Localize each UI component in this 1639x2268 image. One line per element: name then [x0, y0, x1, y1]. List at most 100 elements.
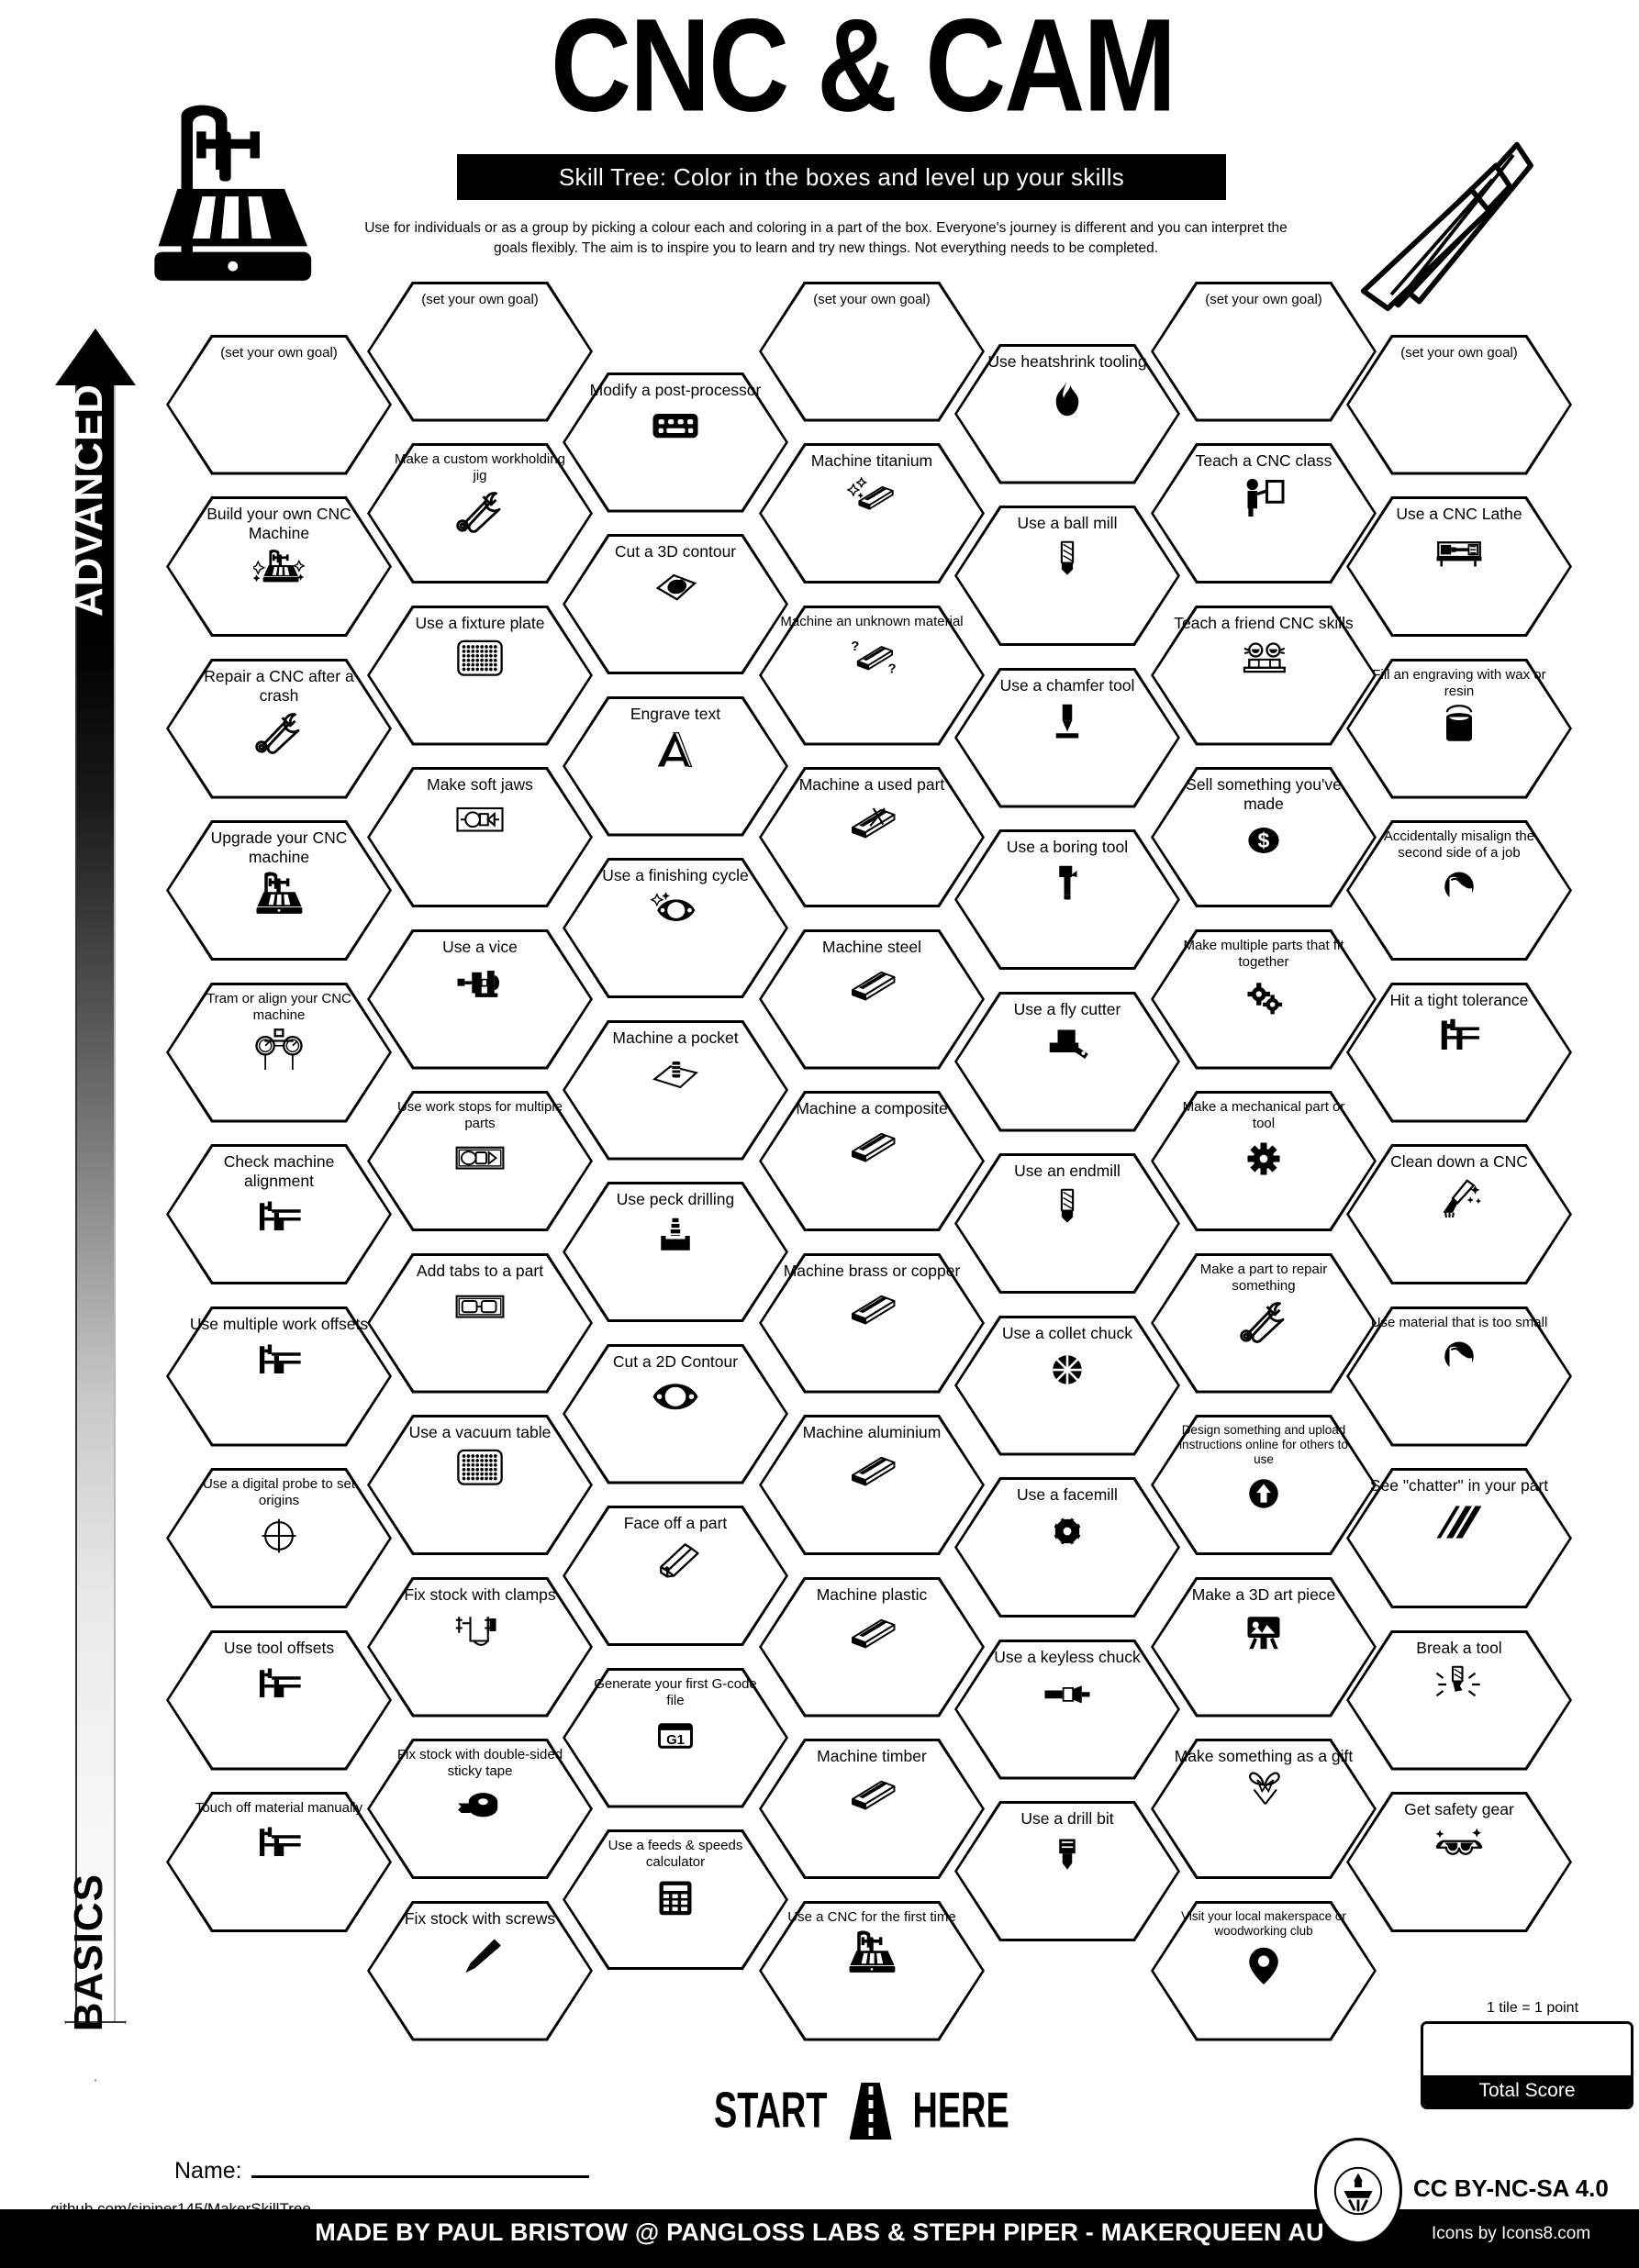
skill-tile[interactable]: Modify a post-processor [563, 372, 788, 513]
hex-fill[interactable] [762, 1418, 982, 1552]
skill-tile[interactable]: Use a fly cutter [954, 991, 1180, 1132]
name-input-line[interactable] [251, 2175, 589, 2178]
skill-tile[interactable]: Cut a 3D contour [563, 534, 788, 674]
hex-fill[interactable] [370, 1094, 590, 1228]
skill-tile[interactable]: Fill an engraving with wax or resin [1346, 658, 1572, 799]
hex-fill[interactable] [1349, 1147, 1569, 1282]
skill-tile[interactable]: Use tool offsets [166, 1629, 392, 1771]
hex-fill[interactable] [957, 1641, 1177, 1777]
skill-tile[interactable]: Fix stock with clamps [367, 1576, 593, 1718]
hex-fill[interactable] [1349, 984, 1569, 1120]
skill-tile[interactable]: Repair a CNC after a crash [166, 658, 392, 799]
skill-tile[interactable]: Touch off material manually [166, 1792, 392, 1932]
skill-tile[interactable]: Teach a CNC class [1151, 443, 1377, 584]
skill-tile[interactable]: Use a feeds & speeds calculator [563, 1829, 788, 1970]
skill-tile[interactable]: Use a chamfer tool [954, 667, 1180, 808]
hex-fill[interactable] [565, 537, 786, 672]
hex-fill[interactable] [370, 1255, 590, 1391]
skill-tile[interactable]: Use a CNC for the first time [759, 1900, 985, 2041]
hex-fill[interactable] [762, 770, 982, 905]
hex-fill[interactable] [370, 770, 590, 905]
score-entry-area[interactable] [1423, 2024, 1631, 2075]
skill-tile[interactable]: Use an endmill [954, 1153, 1180, 1294]
skill-tile[interactable]: See "chatter" in your part [1346, 1468, 1572, 1608]
skill-tile[interactable]: Use a collet chuck [954, 1315, 1180, 1456]
hex-fill[interactable] [565, 1022, 786, 1158]
skill-tile[interactable]: (set your own goal) [759, 281, 985, 422]
skill-tile[interactable]: Machine a used part [759, 767, 985, 907]
skill-tile[interactable]: Use material that is too small [1346, 1306, 1572, 1447]
skill-tile[interactable]: Machine an unknown material?? [759, 605, 985, 746]
hex-fill[interactable] [762, 1741, 982, 1876]
skill-tile[interactable]: Add tabs to a part [367, 1252, 593, 1394]
skill-tile[interactable]: Engrave text [563, 695, 788, 837]
skill-tile[interactable]: Sell something you've made $ [1151, 767, 1377, 907]
skill-tile[interactable]: Teach a friend CNC skills [1151, 605, 1377, 746]
skill-tile[interactable]: Accidentally misalign the second side of… [1346, 820, 1572, 961]
skill-tile[interactable]: (set your own goal) [1346, 334, 1572, 475]
hex-fill[interactable] [565, 861, 786, 995]
hex-fill[interactable] [762, 1255, 982, 1391]
skill-tile[interactable]: Use a fixture plate [367, 605, 593, 746]
hex-fill[interactable] [957, 1156, 1177, 1291]
skill-tile[interactable]: Use heatshrink tooling [954, 343, 1180, 484]
skill-tile[interactable]: Build your own CNC Machine [166, 496, 392, 637]
skill-tile[interactable]: Make something as a gift [1151, 1739, 1377, 1879]
skill-tile[interactable]: Use a finishing cycle [563, 858, 788, 998]
skill-tile[interactable]: Use a digital probe to set origins [166, 1468, 392, 1608]
skill-tile[interactable]: Check machine alignment [166, 1144, 392, 1284]
skill-tile[interactable]: Use a drill bit [954, 1801, 1180, 1941]
skill-tile[interactable]: Use work stops for multiple parts [367, 1091, 593, 1231]
hex-fill[interactable] [565, 374, 786, 510]
hex-fill[interactable] [169, 337, 389, 472]
skill-tile[interactable]: Hit a tight tolerance [1346, 982, 1572, 1123]
hex-fill[interactable] [957, 1804, 1177, 1939]
skill-tile[interactable]: Machine a composite [759, 1091, 985, 1231]
hex-fill[interactable] [370, 1903, 590, 2039]
hex-fill[interactable] [370, 931, 590, 1067]
hex-fill[interactable] [957, 508, 1177, 643]
skill-tile[interactable]: Use a boring tool [954, 829, 1180, 970]
skill-tile[interactable]: Make a part to repair something [1151, 1252, 1377, 1394]
hex-fill[interactable] [370, 1579, 590, 1715]
hex-fill[interactable] [169, 1308, 389, 1444]
hex-fill[interactable] [1154, 607, 1374, 743]
skill-tile[interactable]: Visit your local makerspace or woodworki… [1151, 1900, 1377, 2041]
skill-tile[interactable]: Use a CNC Lathe [1346, 496, 1572, 637]
skill-tile[interactable]: Machine plastic [759, 1576, 985, 1718]
hex-fill[interactable] [1154, 446, 1374, 581]
skill-tile[interactable]: Use a vacuum table [367, 1415, 593, 1555]
name-field-row[interactable]: Name: [174, 2158, 589, 2185]
skill-tile[interactable]: Make soft jaws [367, 767, 593, 907]
hex-fill[interactable] [957, 1317, 1177, 1453]
hex-fill[interactable] [565, 1670, 786, 1806]
hex-fill[interactable] [565, 1346, 786, 1482]
skill-tile[interactable]: Make multiple parts that fit together [1151, 928, 1377, 1070]
skill-tile[interactable]: Machine brass or copper [759, 1252, 985, 1394]
skill-tile[interactable]: Design something and upload instructions… [1151, 1415, 1377, 1555]
skill-tile[interactable]: Fix stock with double-sided sticky tape [367, 1739, 593, 1879]
skill-tile[interactable]: Make a 3D art piece [1151, 1576, 1377, 1718]
hex-fill[interactable] [1349, 1795, 1569, 1929]
skill-tile[interactable]: Machine steel [759, 928, 985, 1070]
skill-tile[interactable]: Make a mechanical part or tool [1151, 1091, 1377, 1231]
hex-fill[interactable] [762, 607, 982, 743]
hex-fill[interactable] [957, 994, 1177, 1129]
hex-fill[interactable] [370, 284, 590, 419]
skill-tile[interactable]: Generate your first G-code file G1 [563, 1667, 788, 1808]
skill-tile[interactable]: Use a keyless chuck [954, 1639, 1180, 1780]
hex-fill[interactable] [762, 284, 982, 419]
skill-tile[interactable]: Clean down a CNC [1346, 1144, 1572, 1284]
hex-fill[interactable] [1154, 931, 1374, 1067]
hex-fill[interactable] [169, 1795, 389, 1929]
skill-tile[interactable]: Tram or align your CNC machine [166, 982, 392, 1123]
total-score-box[interactable]: Total Score [1421, 2021, 1633, 2109]
hex-fill[interactable] [565, 1184, 786, 1319]
skill-tile[interactable]: Machine aluminium [759, 1415, 985, 1555]
skill-tile[interactable]: Face off a part [563, 1506, 788, 1646]
skill-tile[interactable]: Get safety gear [1346, 1792, 1572, 1932]
skill-tile[interactable]: Cut a 2D Contour [563, 1343, 788, 1484]
hex-fill[interactable] [1154, 284, 1374, 419]
hex-fill[interactable] [1349, 1632, 1569, 1768]
hex-fill[interactable] [1349, 499, 1569, 634]
